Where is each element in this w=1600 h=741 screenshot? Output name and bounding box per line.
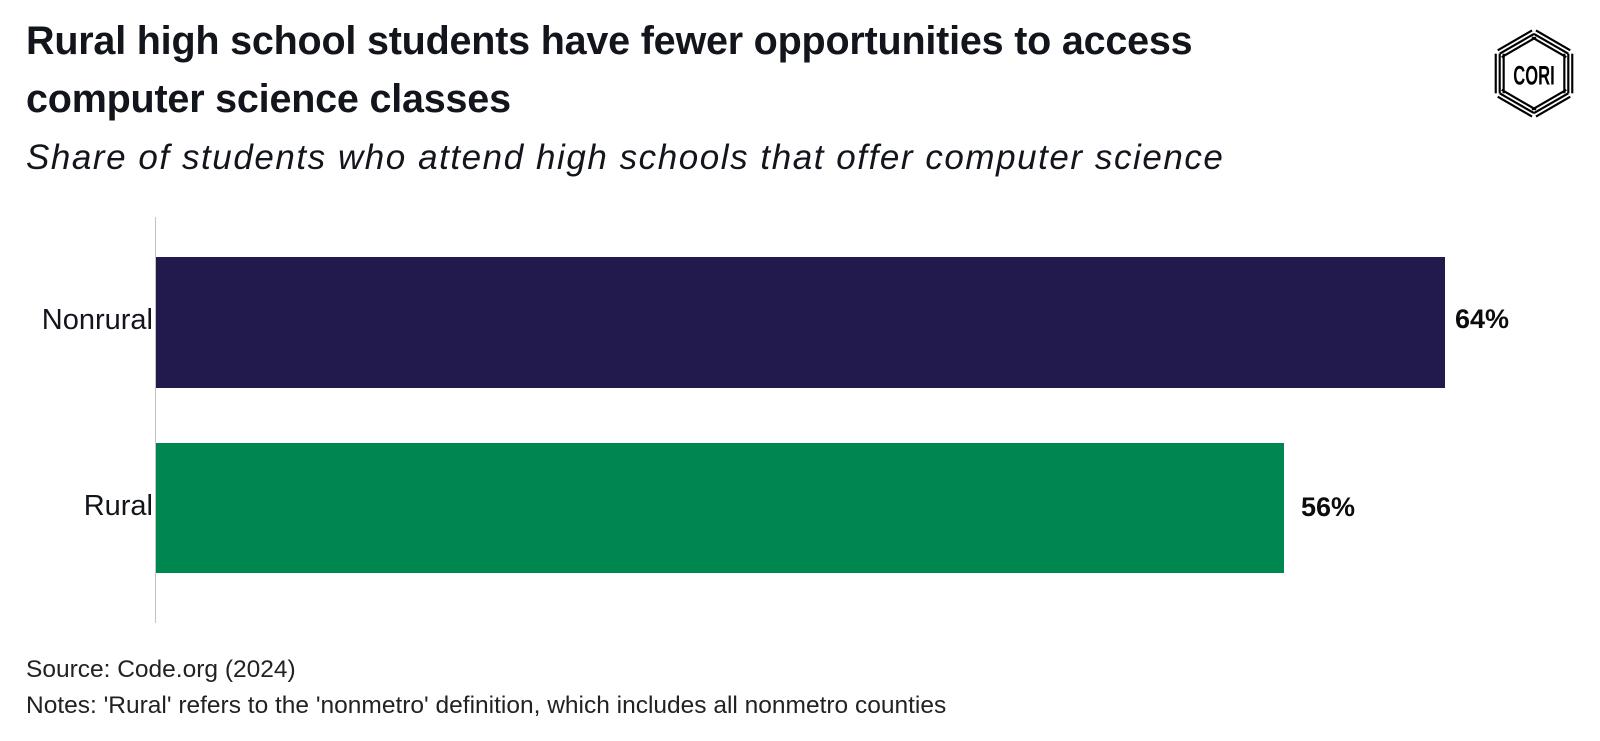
svg-text:CORI: CORI bbox=[1513, 60, 1554, 90]
